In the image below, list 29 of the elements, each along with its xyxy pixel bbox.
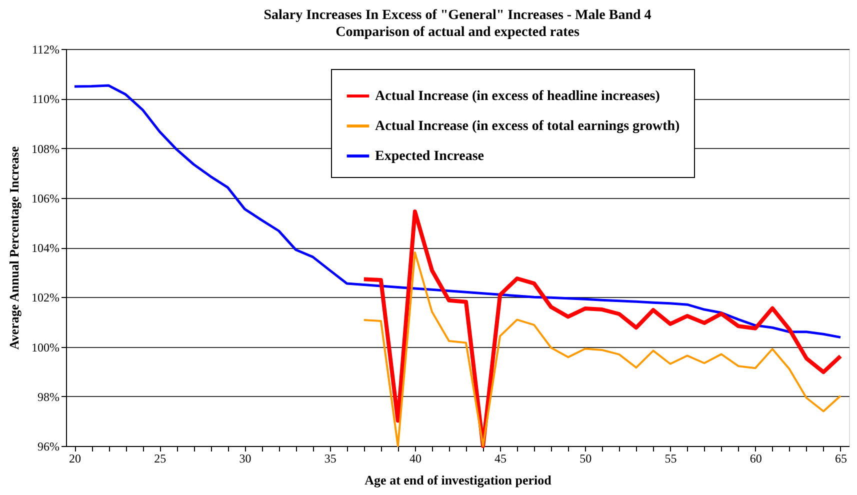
x-axis-title: Age at end of investigation period [364,472,552,488]
x-tick-label: 55 [664,452,677,466]
y-tick-label: 104% [32,241,60,255]
y-tick-label: 98% [38,390,60,404]
y-axis-title: Average Annual Percentage Increase [6,146,22,350]
legend-label: Expected Increase [375,149,484,164]
x-tick-label: 50 [580,452,592,466]
x-tick-label: 45 [494,452,507,466]
legend-label: Actual Increase (in excess of headline increases) [375,89,660,104]
x-tick-label: 60 [750,452,762,466]
line-series [362,210,842,448]
x-tick-label: 20 [69,452,82,466]
line-series [362,251,842,447]
y-tick-label: 96% [38,440,60,454]
y-tick-label: 102% [32,290,60,305]
x-tick-label: 25 [154,452,166,466]
x-tick-label: 35 [324,452,336,466]
legend-label: Actual Increase (in excess of total earnings growth) [375,119,680,134]
y-tick-label: 100% [32,340,60,354]
x-tick-label: 40 [409,452,422,466]
y-tick-label: 110% [32,92,60,106]
chart-subtitle: Comparison of actual and expected rates [336,25,580,40]
x-tick-label: 30 [239,452,252,466]
chart-title: Salary Increases In Excess of "General" Increases - Male Band 4 [264,8,652,23]
y-tick-label: 106% [32,191,60,206]
y-tick-label: 112% [32,42,60,56]
line-series [73,84,842,339]
y-tick-label: 108% [32,142,60,156]
x-tick-label: 65 [834,452,847,466]
